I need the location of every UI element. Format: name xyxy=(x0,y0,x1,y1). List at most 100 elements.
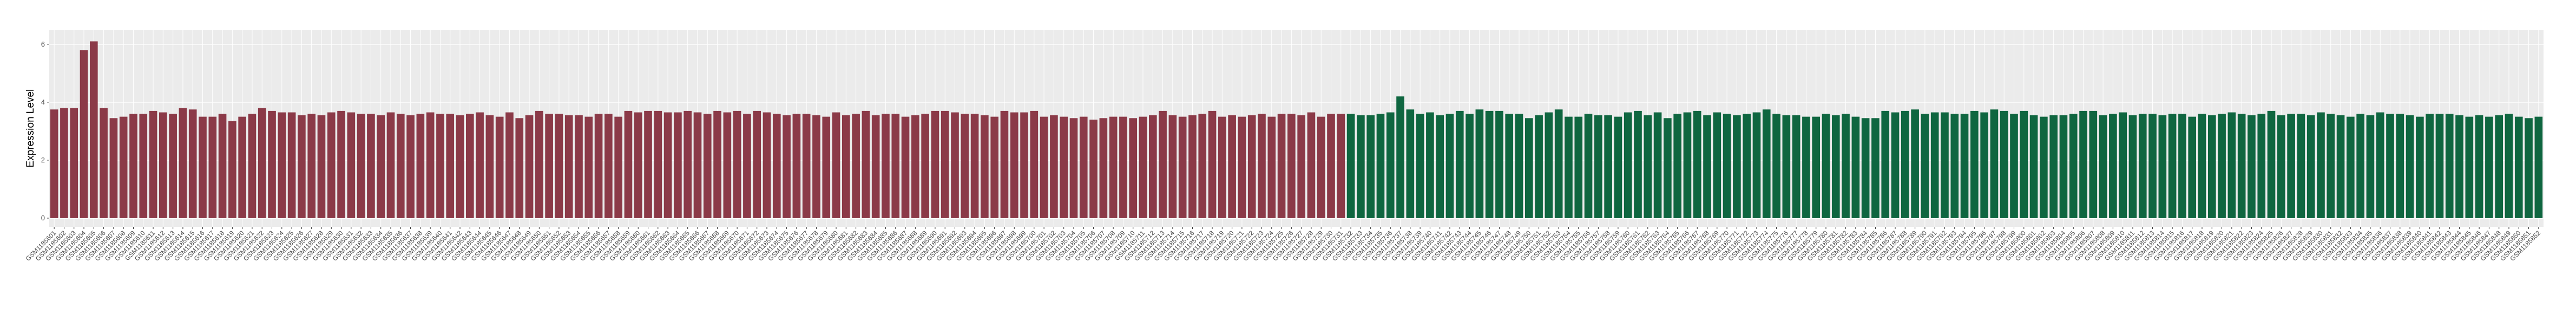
bar xyxy=(1327,114,1335,218)
bar xyxy=(802,114,811,218)
bar xyxy=(1565,116,1573,218)
bar xyxy=(1554,109,1563,218)
bar xyxy=(614,116,622,218)
bar xyxy=(1960,114,1969,218)
bar xyxy=(2138,114,2147,218)
bar xyxy=(1673,114,1681,218)
bar xyxy=(763,112,771,218)
bar xyxy=(1693,110,1701,218)
bar xyxy=(129,114,137,218)
bar xyxy=(505,112,514,218)
y-tick-label: 0 xyxy=(41,214,45,222)
bar xyxy=(1198,114,1207,218)
bar xyxy=(2148,114,2157,218)
bar xyxy=(1911,109,1919,218)
bar xyxy=(456,115,464,218)
bar xyxy=(1129,118,1138,218)
bar xyxy=(1970,110,1979,218)
bar xyxy=(1168,115,1177,218)
bar xyxy=(60,108,68,218)
bar xyxy=(298,115,306,218)
bar xyxy=(1228,115,1236,218)
bar xyxy=(2485,116,2493,218)
bar xyxy=(1792,115,1800,218)
bar xyxy=(476,112,484,218)
bar xyxy=(2069,114,2078,218)
bar xyxy=(575,115,583,218)
bar xyxy=(1762,109,1771,218)
bar xyxy=(1208,110,1217,218)
bar xyxy=(2089,110,2098,218)
bar xyxy=(1851,116,1860,218)
bar xyxy=(2435,114,2444,218)
bar xyxy=(584,116,593,218)
bar xyxy=(2277,115,2285,218)
bar xyxy=(1297,115,1305,218)
bar xyxy=(218,114,227,218)
bar xyxy=(772,114,781,218)
bar xyxy=(693,112,702,218)
bar xyxy=(495,116,504,218)
bar xyxy=(753,110,761,218)
bar xyxy=(100,108,108,218)
bar xyxy=(2475,115,2483,218)
bar xyxy=(545,114,553,218)
bar xyxy=(1723,114,1731,218)
bar xyxy=(2040,116,2048,218)
bar xyxy=(1079,116,1088,218)
bar xyxy=(1010,112,1018,218)
bar xyxy=(812,115,820,218)
bar xyxy=(179,108,187,218)
bar xyxy=(367,114,375,218)
bar xyxy=(1941,112,1949,218)
bar xyxy=(1703,115,1711,218)
bar xyxy=(1901,110,1909,218)
bar xyxy=(931,110,939,218)
bar xyxy=(386,112,395,218)
bar xyxy=(1455,110,1464,218)
bar xyxy=(990,116,998,218)
bar xyxy=(901,116,910,218)
bar xyxy=(2534,116,2543,218)
bar xyxy=(70,108,78,218)
bar xyxy=(703,114,712,218)
bar xyxy=(1683,112,1692,218)
bar xyxy=(1831,115,1840,218)
bar xyxy=(624,110,633,218)
bar xyxy=(2218,114,2226,218)
bar xyxy=(258,108,266,218)
bar xyxy=(663,112,672,218)
bar xyxy=(1624,112,1632,218)
bar xyxy=(822,116,831,218)
bar xyxy=(1258,114,1266,218)
bar xyxy=(674,112,682,218)
bar xyxy=(733,110,741,218)
bar xyxy=(1436,115,1444,218)
bar xyxy=(2317,112,2325,218)
y-tick-label: 6 xyxy=(41,40,45,48)
bar xyxy=(1376,114,1385,218)
bar xyxy=(1287,114,1296,218)
bar xyxy=(871,115,880,218)
bar xyxy=(248,114,257,218)
bar xyxy=(228,121,236,218)
bar xyxy=(1891,112,1900,218)
bar xyxy=(2505,114,2513,218)
bar xyxy=(2347,116,2355,218)
bar xyxy=(1594,115,1602,218)
bar xyxy=(2306,115,2315,218)
bar xyxy=(1178,116,1187,218)
bar xyxy=(2010,114,2018,218)
bar xyxy=(2198,114,2206,218)
bar xyxy=(1159,110,1167,218)
bar xyxy=(1664,118,1672,218)
bar xyxy=(921,114,929,218)
bar xyxy=(2426,114,2434,218)
bar xyxy=(1030,110,1039,218)
bar xyxy=(1396,96,1404,218)
bar xyxy=(842,115,850,218)
bar xyxy=(1802,116,1810,218)
bar xyxy=(1921,114,1929,218)
bar xyxy=(1990,109,1999,218)
bar xyxy=(2099,115,2107,218)
